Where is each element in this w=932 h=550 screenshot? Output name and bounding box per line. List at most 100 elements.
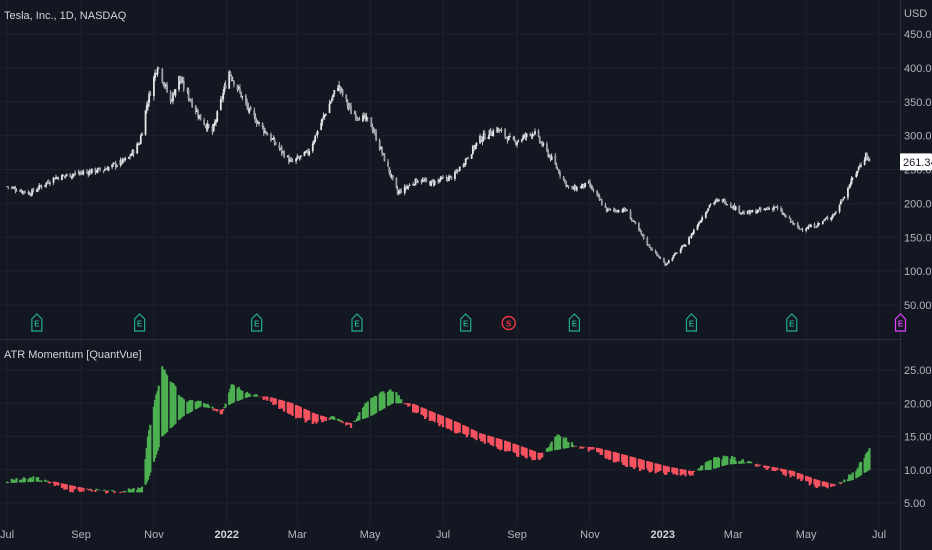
candle-body (414, 178, 417, 186)
candle-body (420, 180, 423, 183)
candle-body (27, 192, 30, 194)
candle-body (504, 129, 507, 137)
candle-body (350, 106, 352, 115)
candle-body (817, 223, 819, 226)
candle-body (573, 185, 576, 191)
candle-body (425, 178, 428, 181)
candle-body (600, 200, 603, 205)
event-marker-label: E (354, 320, 360, 329)
event-marker-label: E (689, 320, 695, 329)
candle-body (864, 153, 867, 160)
candle-body (547, 150, 550, 157)
candle-body (311, 143, 314, 152)
candle-body (514, 141, 517, 145)
candle-body (119, 159, 122, 166)
candle-body (759, 208, 762, 211)
candle-body (646, 237, 649, 245)
candle-body (169, 92, 172, 101)
candle-body (102, 170, 105, 172)
candle-body (480, 136, 483, 142)
candle-body (824, 218, 827, 220)
candle-body (397, 191, 400, 194)
candle-body (580, 185, 583, 189)
candle-body (69, 173, 72, 178)
candle-body (567, 185, 570, 188)
candle-body (173, 92, 176, 96)
earnings-marker (568, 313, 580, 332)
candle-body (667, 260, 670, 264)
candle-body (562, 176, 565, 180)
candle-body (14, 188, 17, 191)
candle-body (15, 190, 18, 192)
candle-body (439, 177, 442, 181)
candle-body (624, 209, 627, 211)
candle-body (247, 105, 250, 111)
candle-body (604, 204, 607, 208)
candle-body (115, 165, 118, 167)
candle-body (638, 222, 640, 230)
candle-body (841, 200, 843, 202)
candle-body (446, 178, 449, 181)
candle-body (363, 115, 366, 116)
candle-body (450, 176, 453, 180)
candle-body (331, 98, 333, 102)
candle-body (541, 142, 544, 146)
candle-body (471, 145, 474, 155)
split-marker (501, 315, 516, 331)
candle-body (481, 139, 484, 142)
candle-body (186, 89, 189, 91)
candle-body (684, 244, 687, 247)
candle-body (524, 135, 527, 137)
candle-body (55, 177, 57, 179)
candle-body (517, 140, 520, 142)
candle-body (548, 155, 551, 157)
candle-body (851, 177, 854, 179)
candle-body (676, 252, 679, 254)
candle-body (132, 150, 135, 154)
candle-body (74, 173, 76, 175)
candle-body (403, 186, 406, 194)
candle-body (6, 186, 8, 188)
candle-body (621, 210, 624, 212)
candle-body (354, 113, 357, 119)
candle-body (508, 136, 511, 137)
event-marker-label: E (789, 320, 795, 329)
candle-body (286, 156, 289, 158)
candle-body (743, 212, 745, 215)
candle-body (205, 125, 208, 129)
candle-body (428, 181, 431, 186)
candle-body (224, 84, 227, 89)
candle-body (19, 190, 22, 192)
candle-body (788, 216, 791, 219)
candle-body (808, 225, 811, 227)
candle-body (843, 197, 846, 199)
candle-body (571, 186, 573, 188)
candle-body (725, 203, 728, 205)
atr-tick-label: 25.00 (904, 365, 932, 377)
event-marker-label: E (898, 320, 904, 329)
earnings-marker (31, 313, 43, 332)
candle-body (424, 179, 426, 181)
candle-body (141, 133, 143, 136)
candle-body (179, 75, 182, 81)
candle-body (756, 211, 759, 214)
earnings-marker (685, 313, 698, 332)
candle-body (623, 207, 626, 211)
candle-body (784, 215, 787, 218)
candle-body (113, 163, 116, 164)
candle-body (353, 112, 356, 115)
candle-body (721, 199, 724, 202)
candle-body (449, 175, 452, 177)
candle-body (190, 100, 192, 102)
candle-body (707, 208, 710, 212)
candle-body (283, 151, 286, 158)
candle-body (82, 171, 85, 174)
candle-body (513, 139, 516, 141)
candle-body (198, 115, 201, 119)
candle-body (266, 134, 269, 136)
candle-body (605, 207, 608, 212)
candle-body (139, 135, 142, 144)
candle-body (566, 185, 569, 186)
